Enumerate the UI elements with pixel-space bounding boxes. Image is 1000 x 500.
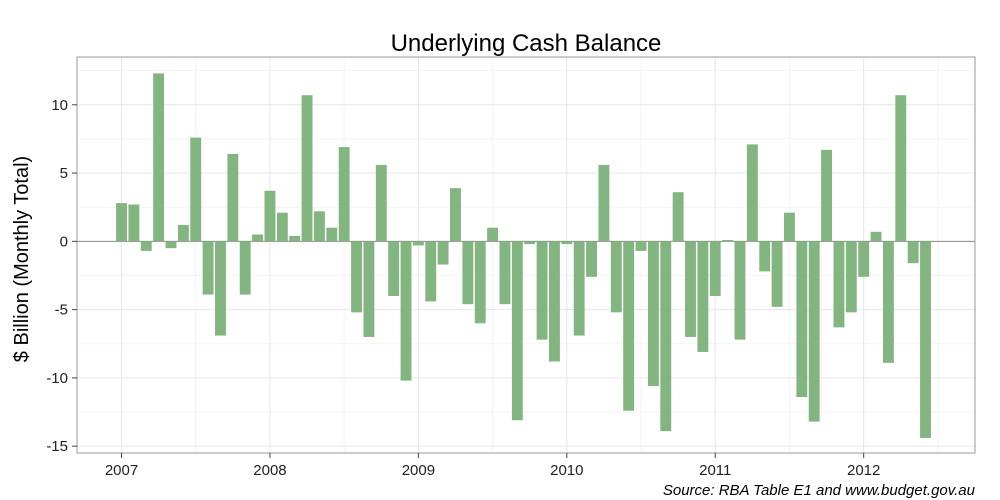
- bar: [845, 241, 857, 313]
- x-axis: 2007 2008 2009 2010 2011 2012: [105, 453, 880, 479]
- bar: [276, 212, 288, 242]
- bar: [746, 144, 758, 242]
- bar: [400, 241, 412, 381]
- bar: [660, 241, 672, 432]
- bar: [549, 241, 560, 362]
- bar: [177, 224, 189, 242]
- bar: [450, 188, 461, 242]
- bar: [289, 235, 301, 242]
- bar: [858, 241, 870, 277]
- y-tick-label: 0: [60, 233, 68, 250]
- bar: [499, 241, 511, 305]
- bar: [239, 241, 251, 295]
- bar: [301, 95, 313, 242]
- bar: [598, 164, 610, 242]
- bar: [412, 241, 424, 246]
- bar: [907, 241, 919, 264]
- bar: [264, 190, 276, 242]
- bar: [784, 212, 795, 242]
- bar: [474, 241, 486, 324]
- y-tick-label: -15: [46, 438, 68, 455]
- bar: [623, 241, 635, 411]
- y-tick-label: -10: [46, 370, 68, 387]
- bar: [895, 95, 907, 242]
- bar: [388, 241, 400, 296]
- x-tick-label: 2009: [402, 462, 435, 479]
- bar: [536, 241, 548, 340]
- minor-grid: [77, 57, 975, 453]
- bar: [808, 241, 820, 422]
- bar: [128, 204, 140, 242]
- bar: [920, 241, 931, 438]
- bar: [759, 241, 771, 272]
- bar: [313, 211, 325, 242]
- y-tick-label: 5: [60, 165, 68, 182]
- bar: [215, 241, 226, 336]
- bar: [610, 241, 622, 313]
- bar: [870, 231, 882, 242]
- bar: [524, 241, 536, 245]
- major-grid: [77, 57, 975, 453]
- x-tick-label: 2008: [253, 462, 286, 479]
- bar: [586, 241, 597, 277]
- bar: [771, 241, 783, 307]
- bar: [116, 203, 127, 242]
- bar: [697, 241, 709, 352]
- bar: [425, 241, 437, 302]
- x-tick-label: 2007: [105, 462, 138, 479]
- y-axis-label: $ Billion (Monthly Total): [11, 156, 33, 362]
- bar: [227, 153, 239, 242]
- bar: [821, 149, 833, 242]
- bar: [326, 227, 338, 242]
- bar: [363, 241, 375, 337]
- bar: [672, 192, 684, 242]
- bar: [709, 241, 721, 296]
- bar: [190, 137, 202, 242]
- x-tick-label: 2012: [847, 462, 880, 479]
- bar: [437, 241, 449, 265]
- plot-border: [76, 56, 976, 454]
- bar: [165, 241, 177, 249]
- bar: [573, 241, 585, 336]
- bar: [140, 241, 152, 251]
- bar: [685, 241, 696, 337]
- bar: [722, 239, 734, 242]
- bar: [487, 227, 499, 242]
- bars: [116, 73, 931, 438]
- chart-title: Underlying Cash Balance: [391, 30, 662, 57]
- bar: [833, 241, 845, 328]
- bar: [511, 241, 523, 421]
- y-tick-label: 10: [51, 97, 68, 114]
- source-note: Source: RBA Table E1 and www.budget.gov.…: [663, 482, 976, 499]
- bar: [252, 234, 264, 242]
- bar: [796, 241, 808, 398]
- bar: [635, 241, 647, 251]
- bar: [462, 241, 474, 305]
- x-tick-label: 2010: [550, 462, 583, 479]
- bar: [734, 241, 746, 340]
- bar: [351, 241, 362, 313]
- bar: [338, 147, 350, 242]
- bar: [647, 241, 659, 387]
- bar: [375, 164, 387, 242]
- bar: [882, 241, 894, 363]
- bar: [153, 73, 165, 242]
- bar: [561, 241, 573, 245]
- y-axis: -15 -10 -5 0 5 10: [46, 97, 77, 455]
- bar: [202, 241, 214, 295]
- x-tick-label: 2011: [699, 462, 731, 479]
- y-tick-label: -5: [55, 302, 68, 319]
